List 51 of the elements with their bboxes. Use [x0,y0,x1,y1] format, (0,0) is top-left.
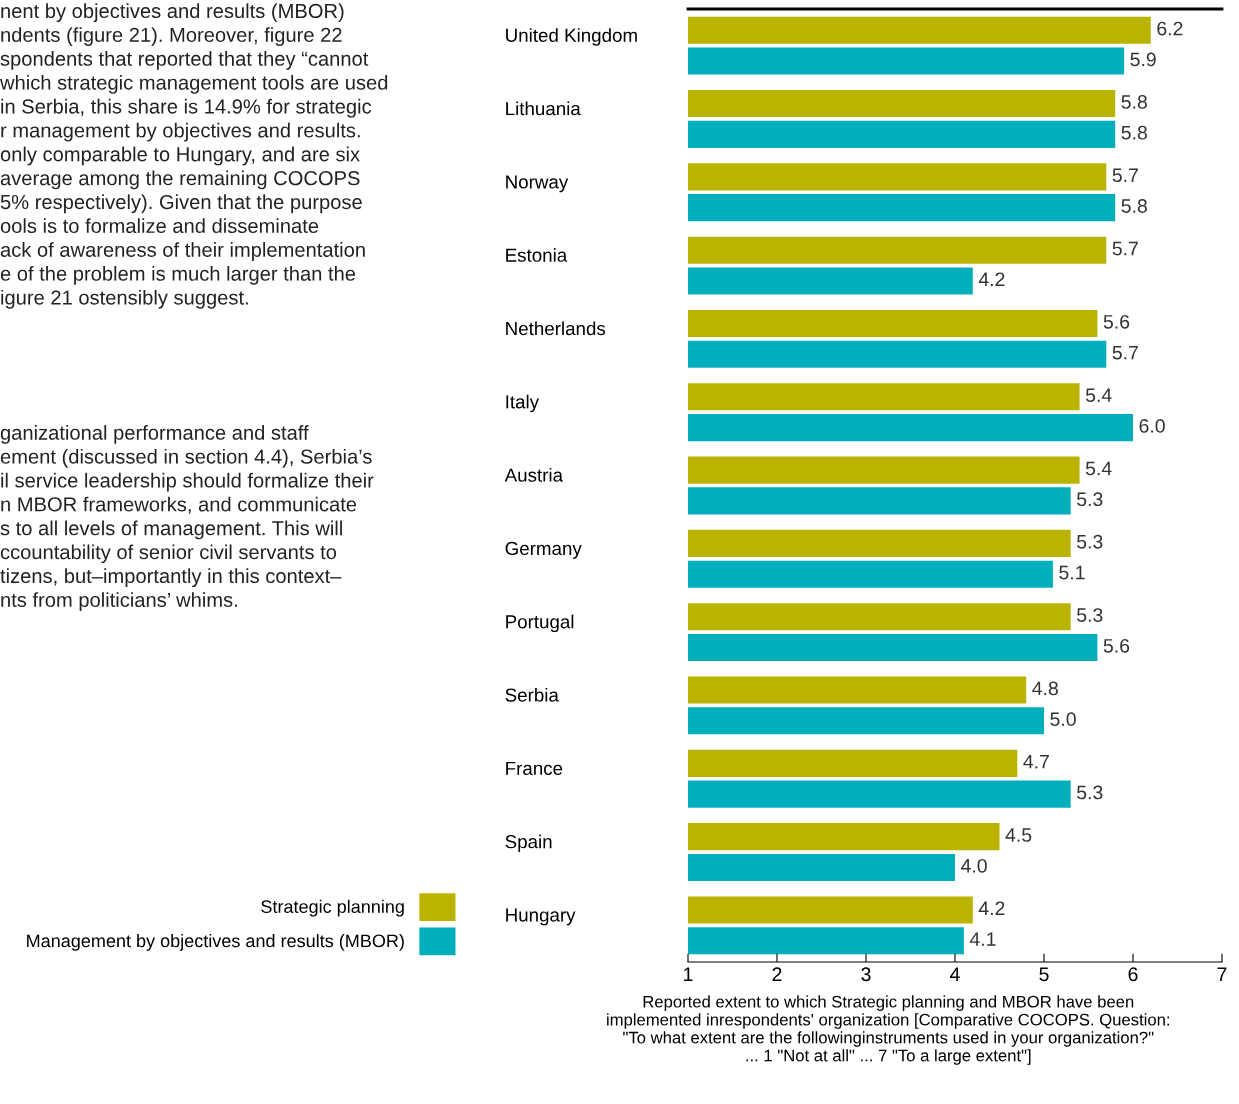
y-tick-label: Germany [505,541,582,559]
x-tick-label: 7 [1217,967,1227,981]
x-tick-label: 2 [772,967,782,981]
data-label: 5.1 [1059,565,1085,580]
x-tick-label: 5 [1039,967,1049,982]
text: ganizational performance and staff ement (discussed in section 4.4), Serbia’s il service leadership should formalize their n MBOR frameworks, and communicate s to all levels of management. This will ccountability of senior civil servants to tizens, but–importantly in this context– nts from politicians’ whims. [0,425,374,611]
data-label: 5.4 [1085,388,1112,403]
data-label: 5.7 [1112,345,1138,360]
data-label: 4.2 [978,901,1005,915]
data-label: 5.9 [1130,52,1156,67]
y-tick-label: Portugal [506,614,574,633]
y-tick-label: Netherlands [506,321,606,336]
data-label: 5.6 [1103,638,1130,653]
data-label: 5.3 [1077,785,1103,800]
data-label: 6.0 [1139,419,1165,433]
data-label: 5.3 [1077,608,1103,622]
x-tick-label: 4 [950,967,960,981]
data-label: 5.3 [1077,534,1103,549]
data-label: 5.4 [1085,461,1112,476]
y-tick-label: Norway [506,175,569,193]
data-label: 5.8 [1121,199,1147,213]
y-tick-label: Estonia [506,248,568,262]
y-tick-label: Spain [505,834,552,853]
x-axis-title: Reported extent to which Strategic planning and MBOR have been implemented inrespondents' organization [Comparative COCOPS. Question: "To what extent are the followinginstruments used in your organization?" ... 1 "Not at all" ... 7 "To a large extent"] [607,995,1170,1065]
legend-label: Strategic planning [261,899,404,917]
x-tick-label: 1 [684,967,693,981]
x-tick-label: 6 [1128,967,1138,982]
y-tick-label: Hungary [506,908,576,926]
data-label: 4.1 [969,932,996,946]
data-label: 5.8 [1121,95,1147,109]
data-label: 4.5 [1005,828,1032,842]
y-tick-label: Austria [504,468,564,482]
data-label: 5.3 [1077,492,1103,507]
data-label: 5.8 [1121,125,1147,140]
y-tick-label: Lithuania [506,101,581,116]
y-tick-label: United Kingdom [506,28,637,46]
text: nent by objectives and results (MBOR) ndents (figure 21). Moreover, figure 22 spondents that reported that they “cannot which strategic management tools are used in Serbia, this share is 14.9% for strategic r management by objectives and results. only comparable to Hungary, and are six average among the remaining COCOPS 5% respectively). Given that the purpose ools is to formalize and disseminate ack of awareness of their implementation e of the problem is much larger than the igure 21 ostensibly suggest. [0,3,388,309]
data-label: 5.0 [1050,712,1076,727]
data-label: 4.0 [961,858,987,873]
data-label: 4.7 [1023,754,1049,769]
legend-label: Management by objectives and results (MBOR) [27,933,404,951]
data-label: 5.7 [1112,168,1138,183]
data-label: 5.7 [1112,241,1138,256]
y-tick-label: Serbia [505,687,559,702]
y-tick-label: France [506,761,563,776]
data-label: 4.2 [978,272,1005,286]
data-label: 5.6 [1103,314,1130,329]
data-label: 6.2 [1157,21,1183,36]
y-tick-label: Italy [506,394,540,413]
x-tick-label: 3 [861,967,871,982]
data-label: 4.8 [1032,681,1058,696]
